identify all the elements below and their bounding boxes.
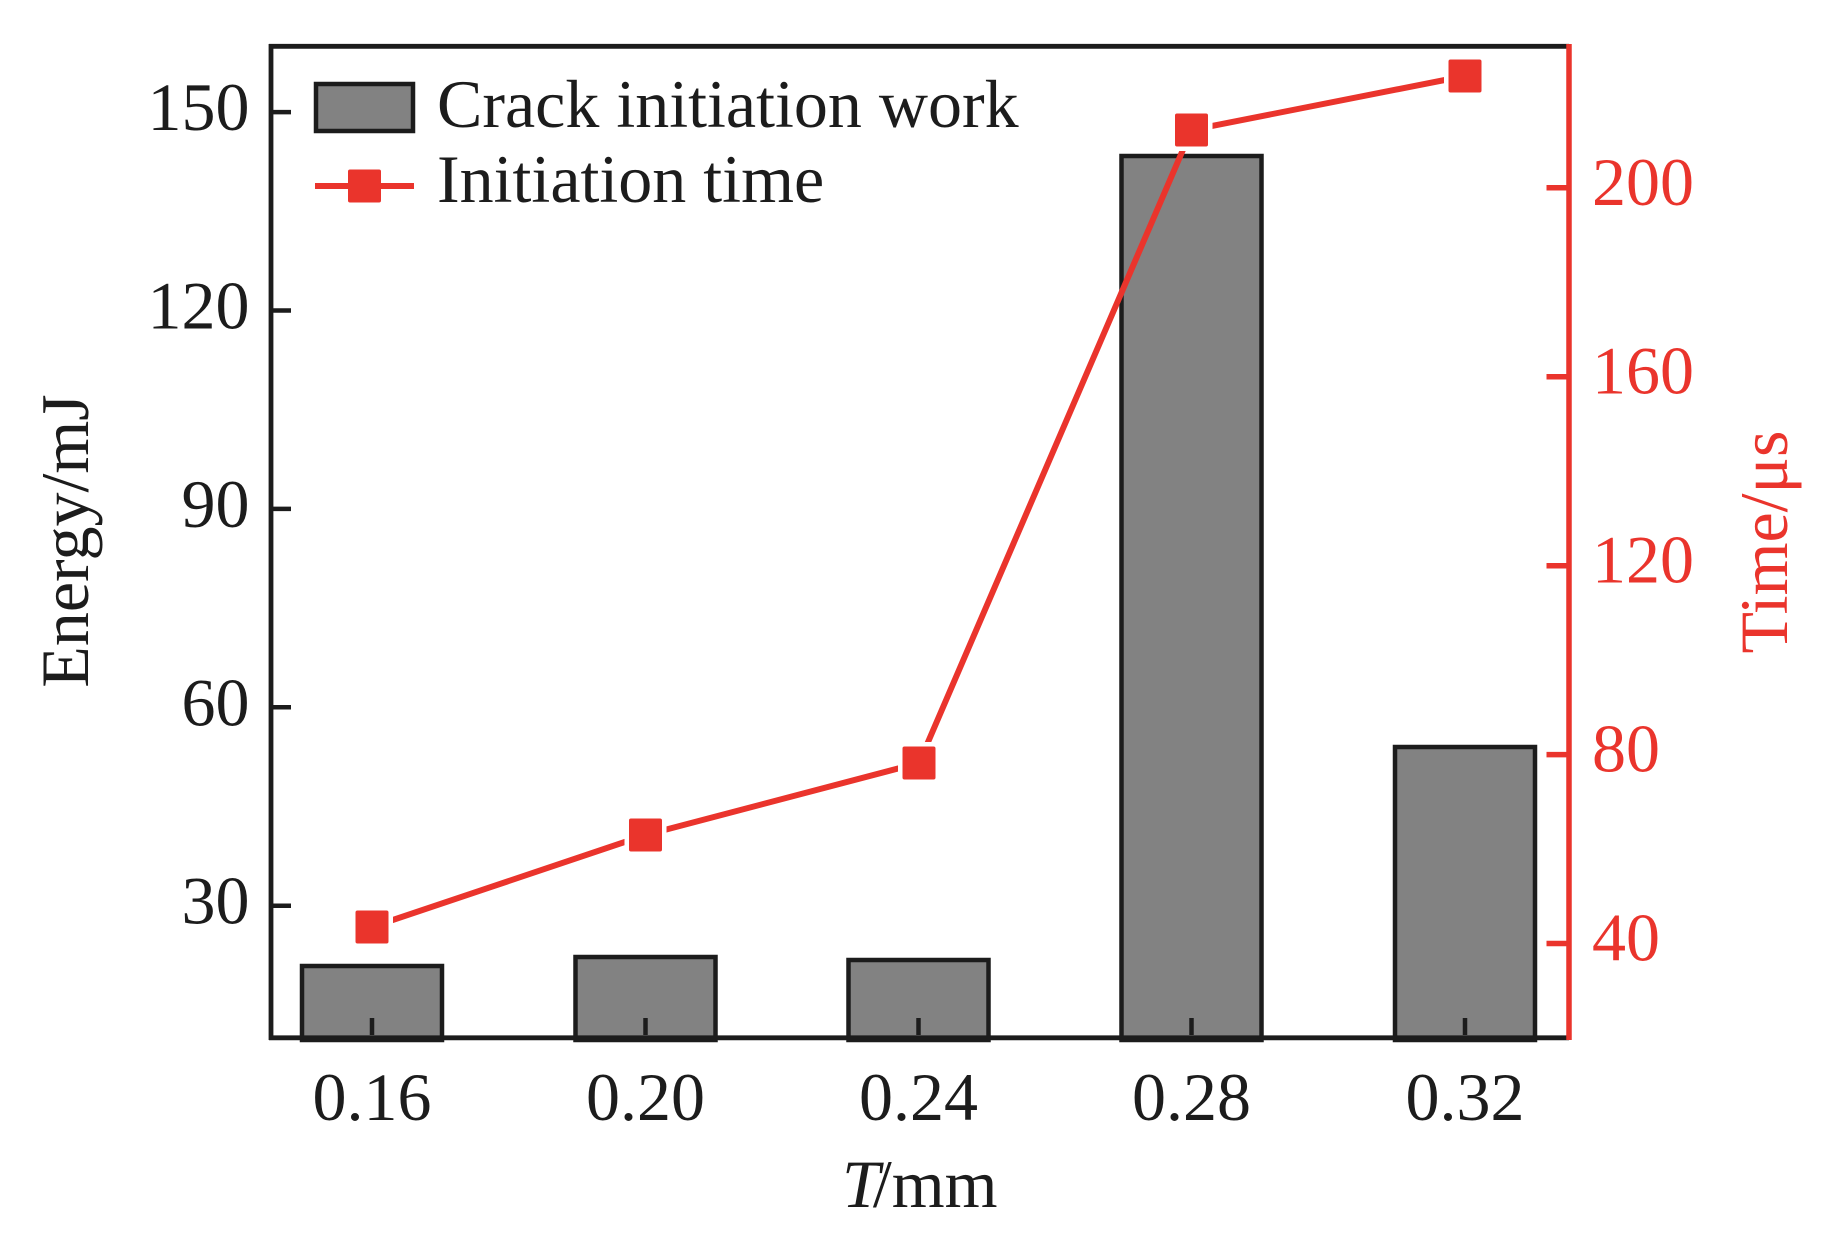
svg-text:Crack initiation work: Crack initiation work: [437, 66, 1019, 142]
svg-text:Time/μs: Time/μs: [1726, 431, 1802, 654]
svg-text:Initiation time: Initiation time: [437, 141, 824, 217]
svg-text:60: 60: [182, 664, 250, 740]
svg-text:30: 30: [182, 863, 250, 939]
svg-text:150: 150: [148, 69, 250, 145]
svg-text:90: 90: [182, 466, 250, 542]
svg-text:200: 200: [1592, 144, 1694, 220]
svg-text:0.16: 0.16: [313, 1059, 432, 1135]
svg-text:0.20: 0.20: [586, 1059, 705, 1135]
svg-text:120: 120: [1592, 522, 1694, 598]
svg-text:120: 120: [148, 268, 250, 344]
svg-text:Energy/mJ: Energy/mJ: [27, 394, 103, 687]
svg-text:0.24: 0.24: [859, 1059, 978, 1135]
svg-text:0.32: 0.32: [1406, 1059, 1525, 1135]
svg-text:80: 80: [1592, 711, 1660, 787]
svg-text:0.28: 0.28: [1132, 1059, 1251, 1135]
svg-text:40: 40: [1592, 900, 1660, 976]
svg-text:160: 160: [1592, 333, 1694, 409]
svg-text:T/mm: T/mm: [842, 1146, 998, 1222]
